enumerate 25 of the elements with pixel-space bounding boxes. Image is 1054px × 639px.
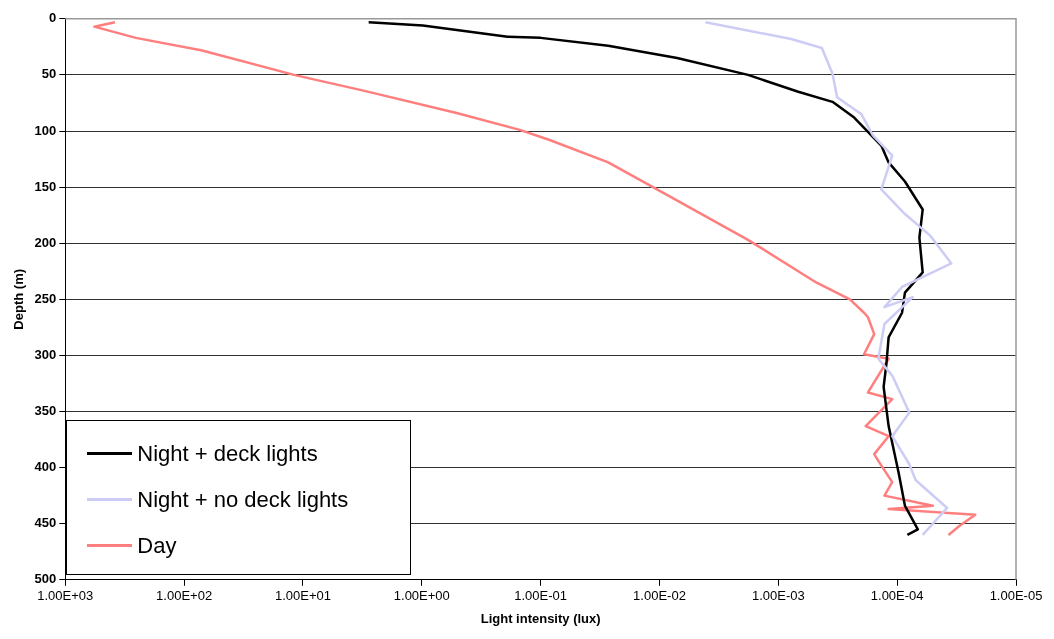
legend-label: Night + no deck lights	[137, 486, 349, 513]
legend-label: Night + deck lights	[137, 440, 318, 467]
y-tick-label: 100	[34, 122, 57, 138]
y-tick-label: 450	[34, 515, 57, 531]
y-tick-label: 500	[34, 571, 57, 587]
x-tick-label: 1.00E-04	[870, 588, 924, 604]
y-tick-label: 350	[34, 403, 57, 419]
y-tick-label: 0	[49, 10, 57, 26]
y-tick-label: 400	[34, 459, 57, 475]
y-tick-label: 200	[34, 234, 57, 250]
x-tick-label: 1.00E+01	[274, 588, 331, 604]
y-tick-label: 150	[34, 178, 57, 194]
y-axis-title: Depth (m)	[11, 268, 27, 330]
x-tick-label: 1.00E-03	[751, 588, 805, 604]
x-tick-label: 1.00E-02	[633, 588, 686, 604]
x-tick-label: 1.00E+02	[156, 588, 213, 604]
x-axis-title: Light intensity (lux)	[480, 610, 601, 626]
legend-label: Day	[137, 532, 177, 559]
y-tick-label: 250	[34, 290, 57, 306]
x-tick-label: 1.00E+00	[393, 588, 450, 604]
y-tick-label: 50	[41, 66, 57, 82]
x-tick-label: 1.00E-01	[514, 588, 568, 604]
y-tick-label: 300	[34, 346, 57, 362]
x-tick-label: 1.00E+03	[37, 588, 94, 604]
x-tick-label: 1.00E-05	[989, 588, 1043, 604]
